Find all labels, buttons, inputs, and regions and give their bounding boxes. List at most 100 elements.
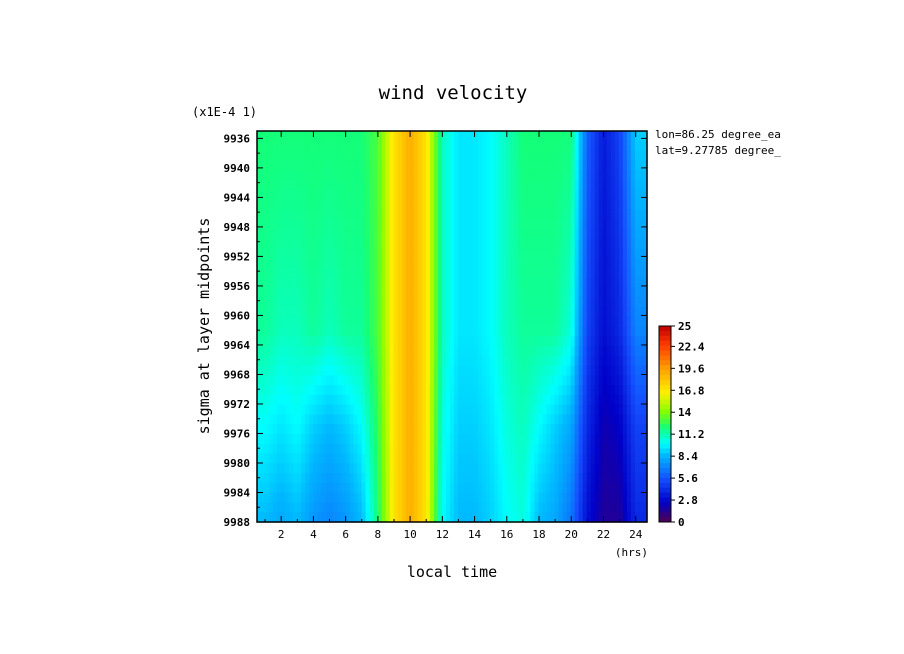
heatmap-cell xyxy=(602,179,608,191)
heatmap-cell xyxy=(449,238,455,249)
heatmap-cell xyxy=(425,482,431,494)
heatmap-cell xyxy=(510,160,515,171)
heatmap-cell xyxy=(550,365,556,376)
heatmap-cell xyxy=(369,385,375,396)
heatmap-cell xyxy=(321,463,326,474)
heatmap-cell xyxy=(301,218,306,230)
heatmap-cell xyxy=(369,238,375,249)
heatmap-cell xyxy=(301,267,306,279)
heatmap-cell xyxy=(445,316,451,328)
heatmap-cell xyxy=(289,170,294,181)
heatmap-cell xyxy=(586,473,592,484)
heatmap-cell xyxy=(409,502,415,513)
heatmap-cell xyxy=(325,170,330,181)
heatmap-cell xyxy=(413,473,419,484)
heatmap-cell xyxy=(353,316,359,328)
heatmap-cell xyxy=(449,326,455,337)
heatmap-cell xyxy=(610,346,616,357)
heatmap-cell xyxy=(381,150,387,161)
heatmap-cell xyxy=(618,414,624,425)
heatmap-cell xyxy=(642,336,648,347)
heatmap-cell xyxy=(498,502,503,513)
heatmap-cell xyxy=(510,414,515,425)
heatmap-cell xyxy=(478,443,483,455)
heatmap-cell xyxy=(526,209,531,220)
heatmap-cell xyxy=(397,160,403,171)
heatmap-cell xyxy=(526,365,531,376)
heatmap-cell xyxy=(546,424,552,435)
heatmap-cell xyxy=(558,170,564,181)
heatmap-cell xyxy=(361,346,367,357)
heatmap-cell xyxy=(486,160,491,171)
heatmap-cell xyxy=(261,336,266,347)
heatmap-cell xyxy=(538,306,544,318)
heatmap-cell xyxy=(341,189,347,201)
heatmap-cell xyxy=(337,502,343,513)
heatmap-cell xyxy=(482,385,487,396)
heatmap-cell xyxy=(642,297,648,308)
heatmap-cell xyxy=(313,258,318,269)
heatmap-cell xyxy=(377,443,383,455)
heatmap-cell xyxy=(397,482,403,494)
heatmap-cell xyxy=(522,277,527,289)
heatmap-cell xyxy=(445,336,451,347)
heatmap-cell xyxy=(353,267,359,279)
heatmap-cell xyxy=(594,434,600,445)
heatmap-cell xyxy=(642,414,648,425)
heatmap-cell xyxy=(425,248,431,259)
heatmap-cell xyxy=(389,248,395,259)
heatmap-cell xyxy=(502,131,507,142)
heatmap-cell xyxy=(606,248,612,259)
heatmap-cell xyxy=(510,346,515,357)
heatmap-cell xyxy=(546,228,552,240)
heatmap-cell xyxy=(454,316,459,328)
heatmap-cell xyxy=(510,326,515,337)
heatmap-cell xyxy=(494,228,499,240)
heatmap-cell xyxy=(606,258,612,269)
heatmap-cell xyxy=(594,473,600,484)
heatmap-cell xyxy=(474,140,479,152)
heatmap-cell xyxy=(546,394,552,406)
heatmap-cell xyxy=(269,297,274,308)
heatmap-cell xyxy=(474,512,479,523)
heatmap-cell xyxy=(357,150,363,161)
heatmap-cell xyxy=(381,453,387,464)
heatmap-cell xyxy=(506,316,511,328)
heatmap-cell xyxy=(373,512,379,523)
heatmap-cell xyxy=(265,199,270,210)
heatmap-cell xyxy=(574,297,580,308)
heatmap-cell xyxy=(377,248,383,259)
heatmap-cell xyxy=(498,434,503,445)
heatmap-cell xyxy=(377,140,383,152)
heatmap-cell xyxy=(614,258,620,269)
heatmap-cell xyxy=(630,404,636,416)
heatmap-cell xyxy=(353,150,359,161)
heatmap-cell xyxy=(598,170,604,181)
heatmap-cell xyxy=(610,394,616,406)
heatmap-cell xyxy=(578,512,584,523)
heatmap-cell xyxy=(562,502,568,513)
heatmap-cell xyxy=(337,199,343,210)
heatmap-cell xyxy=(281,316,286,328)
heatmap-cell xyxy=(602,365,608,376)
heatmap-cell xyxy=(566,179,572,191)
heatmap-cell xyxy=(534,131,540,142)
heatmap-cell xyxy=(510,267,515,279)
heatmap-cell xyxy=(598,424,604,435)
heatmap-cell xyxy=(265,443,270,455)
heatmap-cell xyxy=(614,326,620,337)
heatmap-cell xyxy=(462,218,467,230)
heatmap-cell xyxy=(510,336,515,347)
heatmap-cell xyxy=(365,424,371,435)
heatmap-cell xyxy=(534,209,540,220)
heatmap-cell xyxy=(293,365,298,376)
heatmap-cell xyxy=(413,424,419,435)
heatmap-cell xyxy=(285,502,290,513)
heatmap-cell xyxy=(385,248,391,259)
heatmap-cell xyxy=(369,150,375,161)
heatmap-cell xyxy=(538,131,544,142)
heatmap-cell xyxy=(498,248,503,259)
heatmap-cell xyxy=(626,355,632,367)
heatmap-cell xyxy=(626,248,632,259)
heatmap-cell xyxy=(365,453,371,464)
